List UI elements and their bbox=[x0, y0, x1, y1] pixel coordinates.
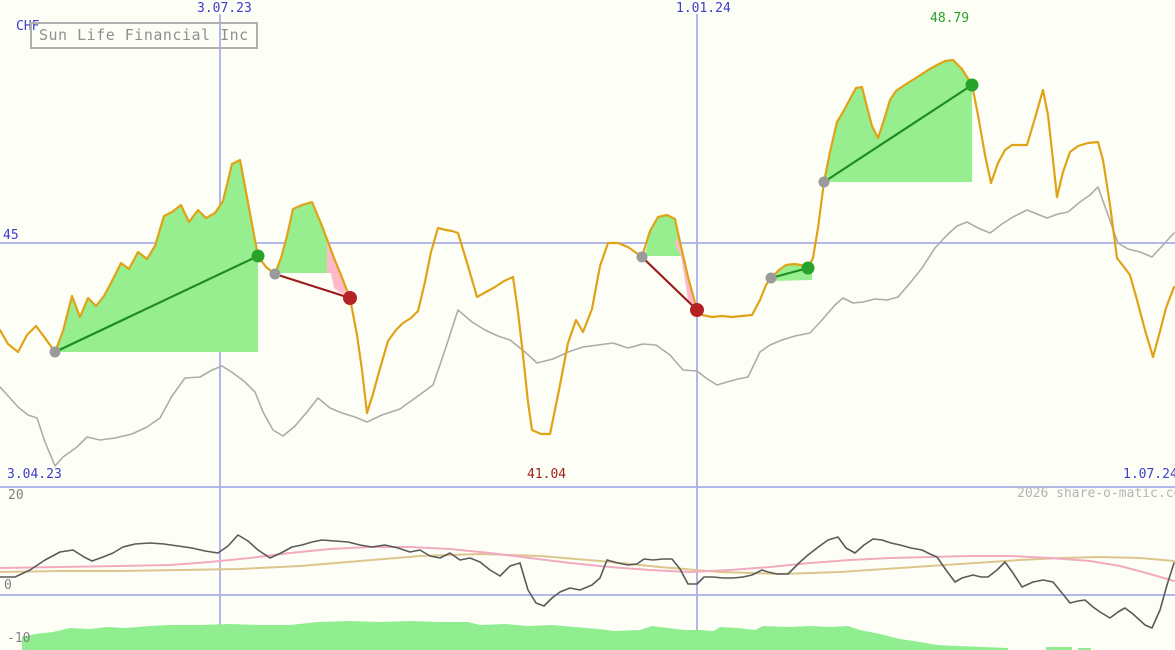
trade-dot bbox=[343, 291, 357, 305]
trend-line bbox=[54, 255, 259, 353]
top-axis-date-2: 1.01.24 bbox=[676, 1, 731, 16]
trade5-gain-fill bbox=[824, 60, 972, 182]
trade-dot bbox=[251, 249, 265, 263]
trade2-gain-fill bbox=[278, 202, 327, 273]
trade-dot bbox=[690, 303, 704, 317]
bottom-axis-date-right: 1.07.24 bbox=[1123, 467, 1175, 482]
volume-fragment bbox=[1046, 647, 1072, 650]
benchmark-line bbox=[0, 186, 1175, 467]
min-price-label: 41.04 bbox=[527, 467, 567, 482]
bottom-axis-date-left: 3.04.23 bbox=[7, 467, 62, 482]
trade-dot bbox=[49, 346, 61, 358]
oscillator-line bbox=[0, 534, 1175, 629]
trade1-gain-fill bbox=[55, 160, 258, 352]
volume-area bbox=[22, 621, 1008, 650]
ma_pink-line bbox=[0, 546, 1175, 582]
trade-dot bbox=[765, 272, 777, 284]
top-axis-date-1: 3.07.23 bbox=[197, 1, 252, 16]
trade-dot bbox=[636, 251, 648, 263]
trade-dot bbox=[269, 268, 281, 280]
price-gridline-label: 45 bbox=[3, 228, 19, 243]
trade-dot bbox=[818, 176, 830, 188]
max-price-label: 48.79 bbox=[930, 11, 970, 26]
oscillator-scale-20: 20 bbox=[8, 488, 24, 503]
trend-line bbox=[274, 272, 351, 300]
trade2-loss-fill bbox=[327, 239, 350, 297]
trade-dot bbox=[965, 78, 979, 92]
instrument-title: Sun Life Financial Inc bbox=[30, 22, 258, 49]
watermark: 2026 share-o-matic.com bbox=[1017, 486, 1175, 501]
oscillator-scale-0: 0 bbox=[4, 578, 12, 593]
trade-dot bbox=[801, 261, 815, 275]
oscillator-scale-neg10: -10 bbox=[7, 631, 31, 646]
volume-fragment bbox=[1078, 648, 1091, 650]
trend-line bbox=[823, 84, 973, 183]
price-line bbox=[0, 58, 1175, 436]
trend-line bbox=[641, 256, 698, 311]
instrument-title-text: Sun Life Financial Inc bbox=[39, 26, 249, 44]
